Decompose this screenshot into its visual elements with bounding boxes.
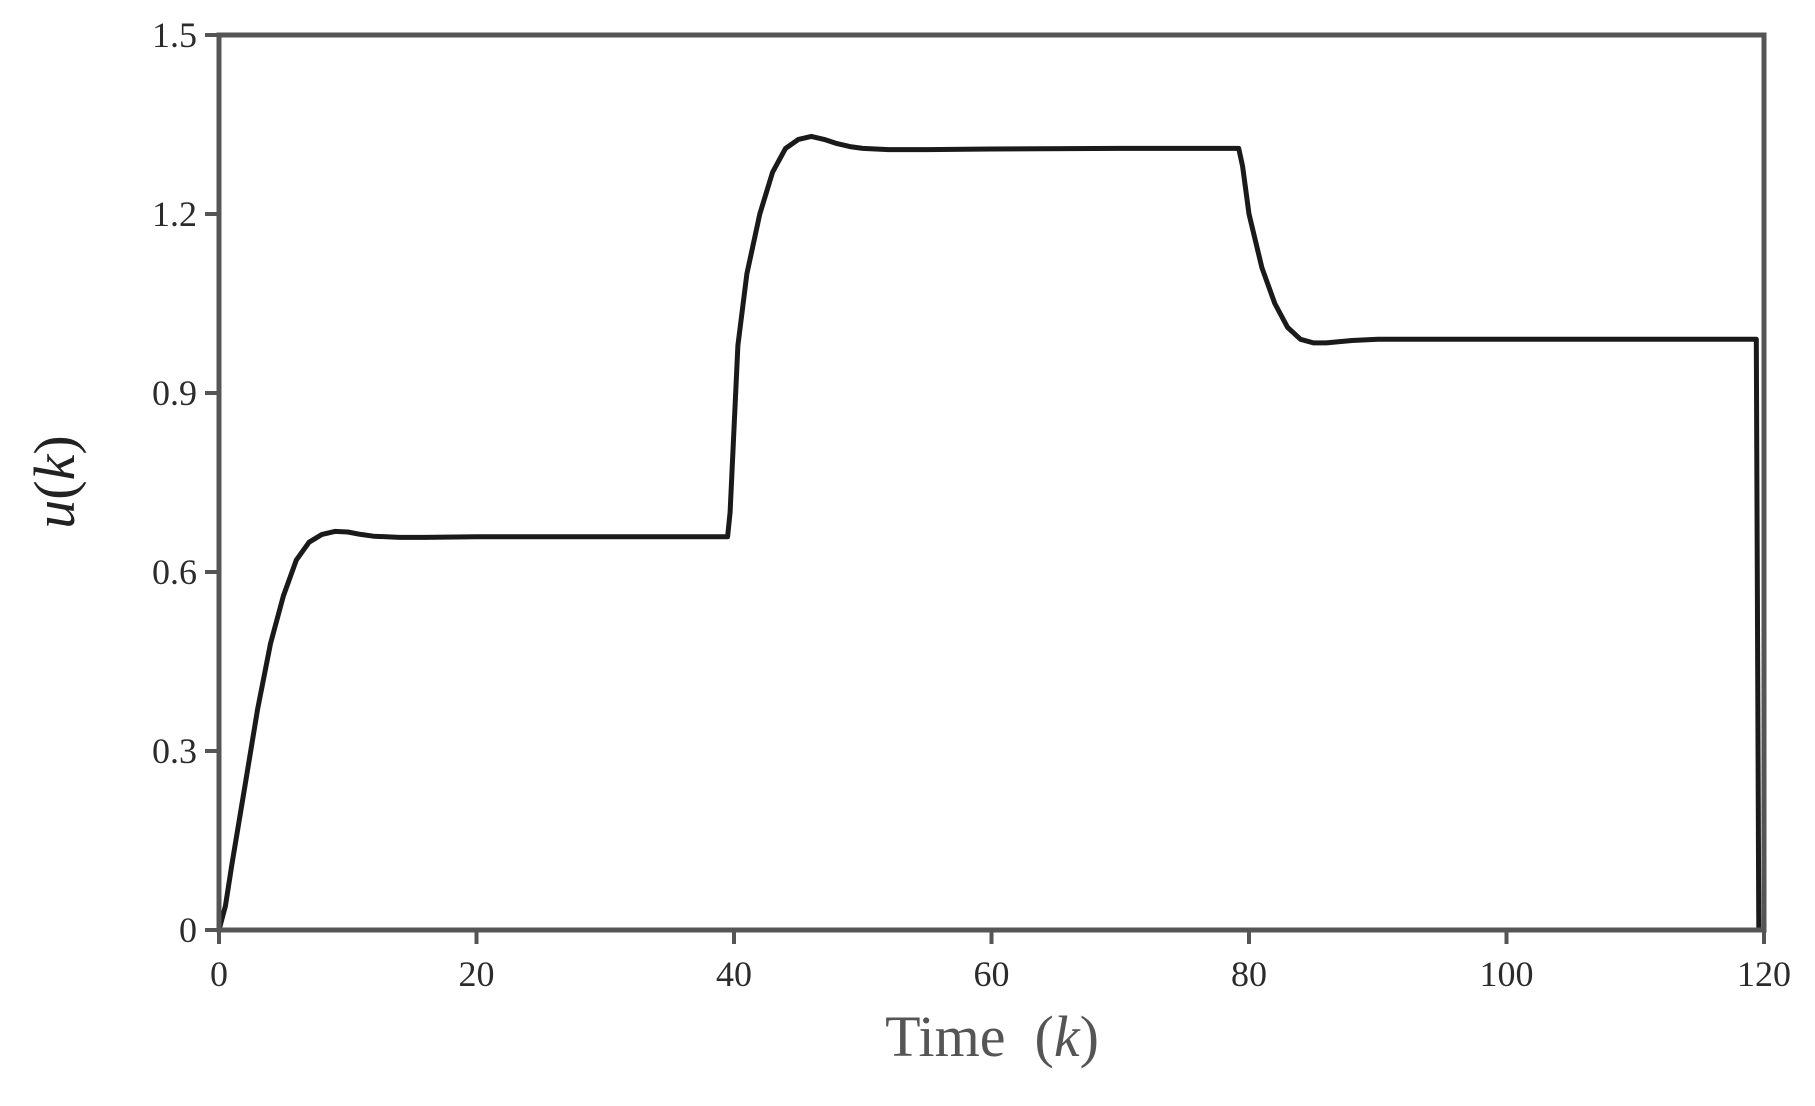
y-tick-label: 0.6 bbox=[152, 552, 197, 592]
series-line bbox=[216, 133, 1762, 933]
x-tick-label: 40 bbox=[716, 954, 752, 994]
y-tick-label: 0.9 bbox=[152, 373, 197, 413]
x-axis-title-var: k bbox=[1054, 1004, 1081, 1069]
x-axis-title-text: Time bbox=[885, 1004, 1005, 1069]
y-axis-title-arg: k bbox=[22, 453, 87, 480]
x-tick-label: 60 bbox=[974, 954, 1010, 994]
x-tick-label: 0 bbox=[210, 954, 228, 994]
y-tick-label: 1.2 bbox=[152, 194, 197, 234]
y-axis-title: u(k) bbox=[22, 435, 87, 528]
x-tick-label: 120 bbox=[1737, 954, 1791, 994]
plot-frame bbox=[216, 32, 1767, 933]
y-tick-label: 0.3 bbox=[152, 731, 197, 771]
x-axis-title: Time (k) bbox=[885, 1004, 1099, 1069]
x-tick-label: 80 bbox=[1231, 954, 1267, 994]
y-tick-label: 0 bbox=[179, 910, 197, 950]
y-axis-title-var: u bbox=[22, 500, 87, 529]
y-tick-label: 1.5 bbox=[152, 15, 197, 55]
ticks-layer: 0 20 40 60 80 100 120 0 0.3 0.6 0.9 1.2 1.5 bbox=[152, 15, 1791, 994]
x-tick-label: 20 bbox=[459, 954, 495, 994]
series-layer bbox=[216, 133, 1762, 933]
x-tick-label: 100 bbox=[1480, 954, 1534, 994]
